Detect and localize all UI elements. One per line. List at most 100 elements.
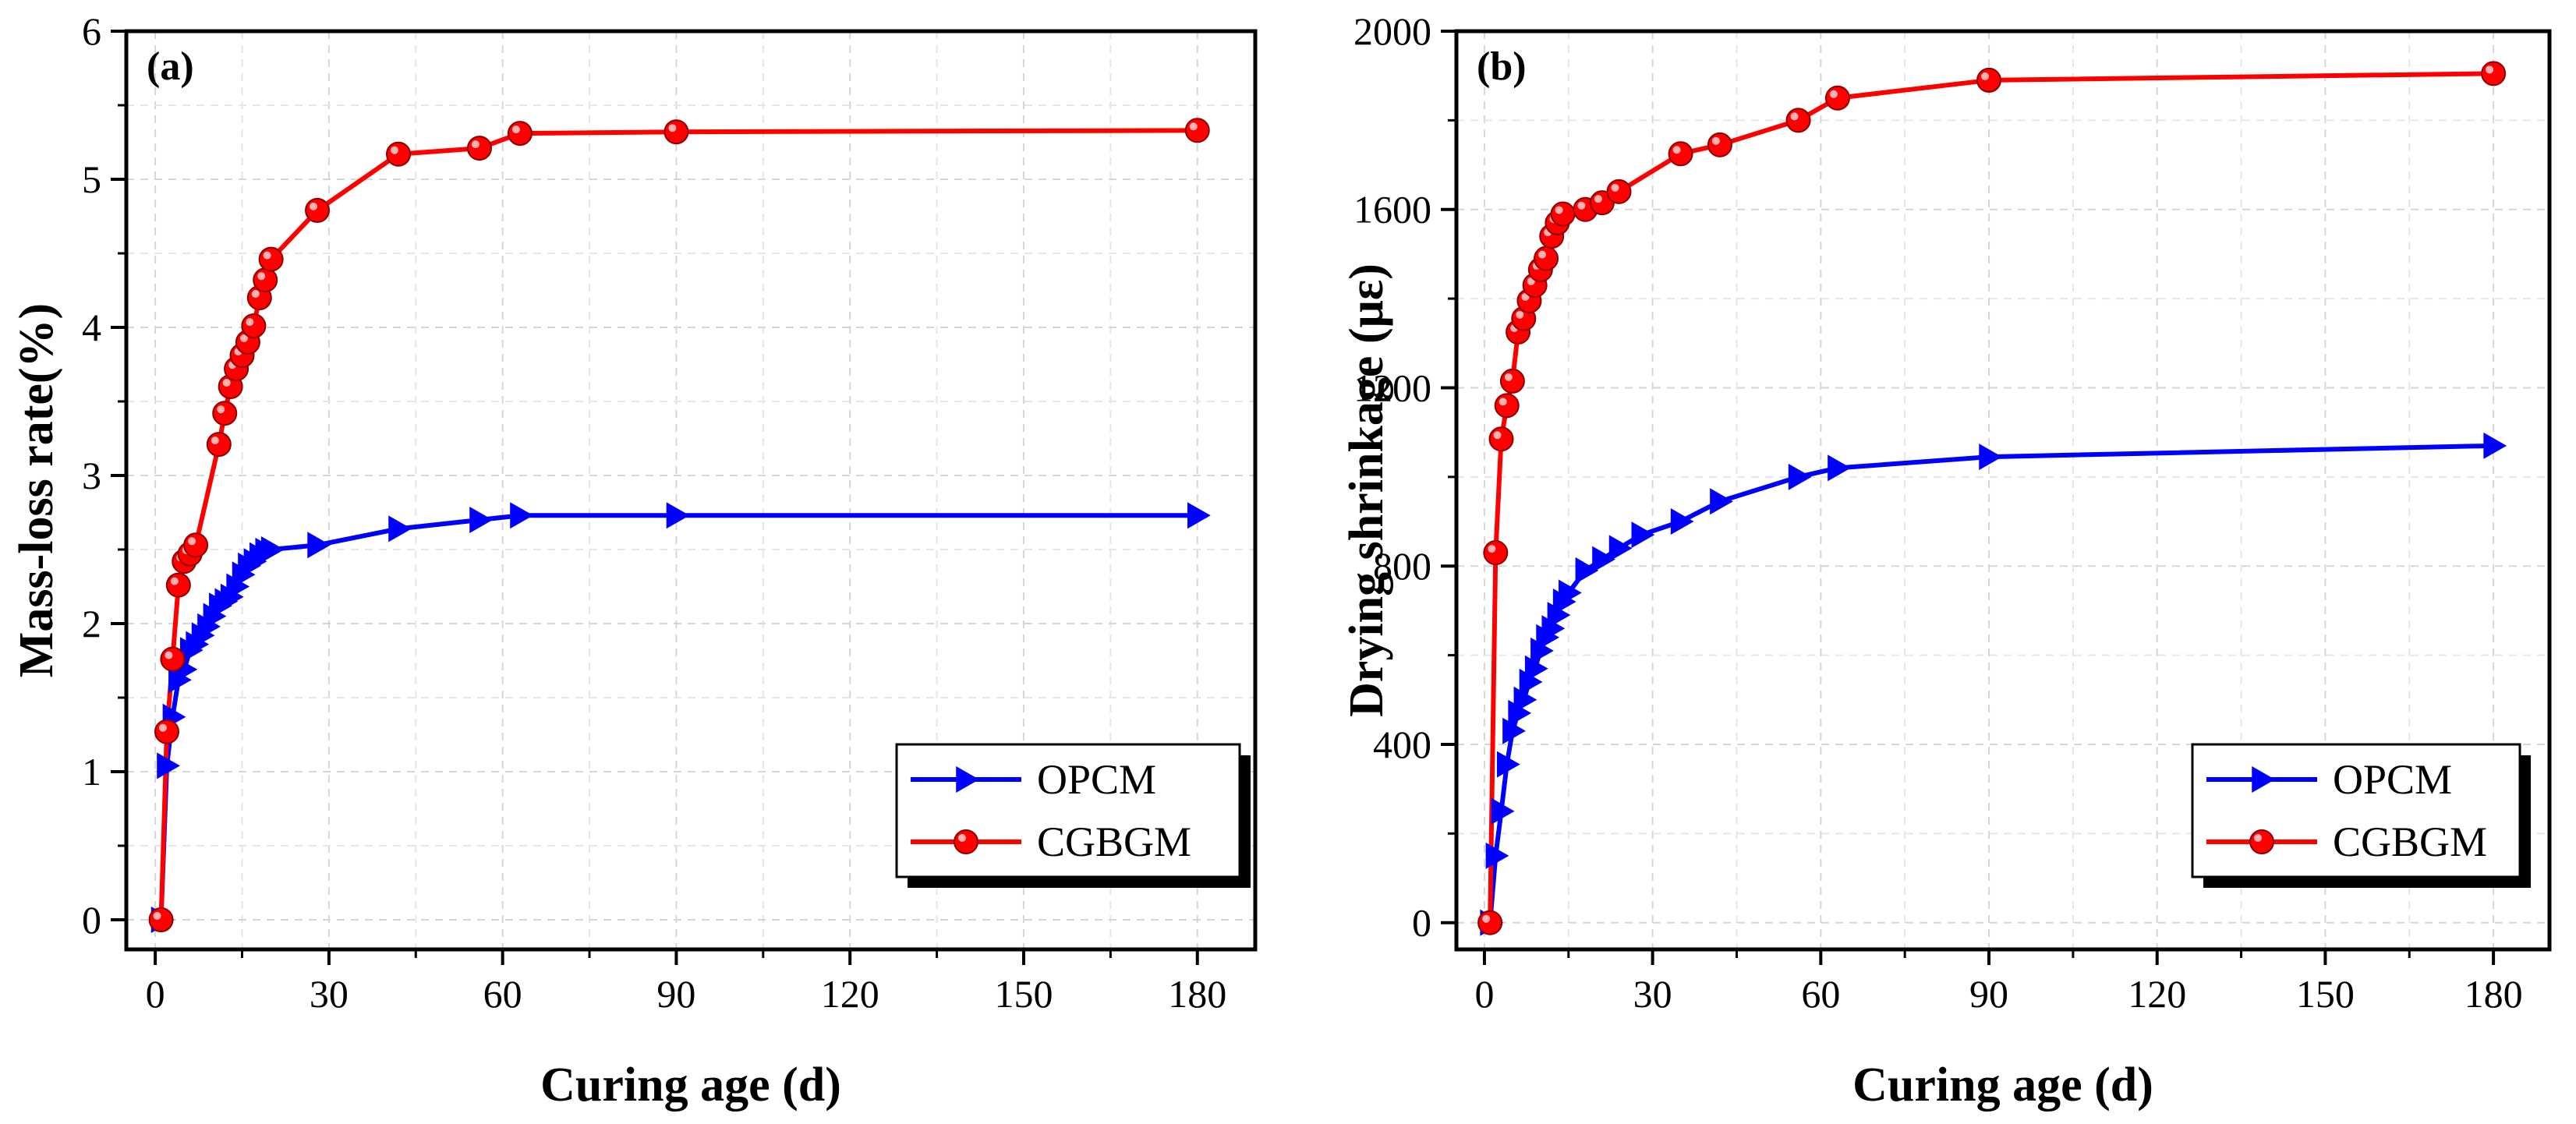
legend-b: OPCM CGBGM (2191, 743, 2531, 888)
data-point-opcm (1496, 751, 1520, 778)
data-point-cgbgm (154, 719, 179, 744)
legend-label-opcm-b: OPCM (2333, 756, 2452, 803)
data-point-cgbgm (253, 267, 278, 293)
x-tick-label: 120 (821, 972, 879, 1016)
panel-label-b: (b) (1477, 44, 1527, 89)
x-tick-label: 60 (483, 972, 522, 1016)
data-point-cgbgm (206, 432, 232, 458)
y-tick-label: 6 (82, 9, 101, 53)
data-point-opcm (666, 502, 690, 529)
x-tick-label: 180 (1168, 972, 1226, 1016)
data-point-opcm (510, 502, 533, 529)
data-point-cgbgm (148, 907, 174, 932)
x-axis-title-a: Curing age (d) (540, 1059, 841, 1112)
legend-label-opcm-a: OPCM (1037, 756, 1156, 803)
data-point-opcm (1979, 444, 2003, 471)
data-point-opcm (1710, 488, 1733, 515)
legend-marker-holder (2252, 766, 2275, 793)
data-point-cgbgm (183, 532, 209, 558)
y-tick-label: 3 (82, 454, 101, 497)
data-point-cgbgm (386, 141, 412, 167)
y-axis-title-b: Drying shrinkage (με) (1340, 263, 1393, 717)
y-tick-label: 0 (82, 898, 101, 942)
legend-box-a (895, 743, 1241, 878)
data-point-cgbgm (466, 136, 492, 161)
data-point-cgbgm (212, 401, 238, 426)
legend-label-cgbgm-b: CGBGM (2333, 818, 2487, 865)
panel-label-a: (a) (147, 44, 194, 89)
x-tick-label: 90 (656, 972, 695, 1016)
data-point-cgbgm (663, 119, 689, 145)
x-tick-label: 150 (994, 972, 1053, 1016)
legend-entry-cgbgm-a: CGBGM (911, 818, 1191, 865)
y-tick-label: 400 (1373, 723, 1431, 766)
plot-frame-a (124, 29, 1258, 952)
data-point-cgbgm (241, 313, 267, 339)
data-point-cgbgm (1534, 246, 1559, 271)
x-tick-label: 180 (2465, 972, 2523, 1016)
x-tick-label: 90 (1969, 972, 2008, 1016)
data-point-cgbgm (305, 197, 331, 223)
x-tick-label: 30 (1633, 972, 1672, 1016)
data-point-cgbgm (1707, 132, 1732, 157)
data-point-cgbgm (160, 646, 186, 672)
y-tick-label: 2000 (1353, 9, 1431, 53)
data-point-cgbgm (1550, 201, 1576, 227)
data-point-opcm (1187, 502, 1211, 529)
x-tick-label: 0 (1474, 972, 1494, 1016)
y-tick-label: 800 (1373, 544, 1431, 588)
data-point-cgbgm (165, 572, 191, 598)
legend-entry-cgbgm-b: CGBGM (2206, 818, 2487, 865)
legend-marker-holder (956, 766, 979, 793)
legend-marker-holder (954, 829, 978, 854)
x-tick-label: 0 (146, 972, 165, 1016)
data-point-cgbgm (1606, 178, 1632, 204)
data-point-opcm (1592, 546, 1615, 573)
data-point-cgbgm (1668, 141, 1693, 167)
y-tick-label: 0 (1412, 901, 1431, 945)
data-point-opcm (260, 536, 285, 563)
x-tick-label: 60 (1801, 972, 1840, 1016)
y-axis-title-a: Mass-loss rate(%) (10, 303, 63, 677)
data-point-opcm (307, 532, 331, 559)
x-axis-title-b: Curing age (d) (1852, 1059, 2153, 1112)
x-tick-label: 120 (2128, 972, 2186, 1016)
data-point-cgbgm (1976, 67, 2002, 93)
y-tick-label: 1600 (1353, 188, 1431, 232)
legend-a: OPCM CGBGM (895, 743, 1251, 888)
x-tick-label: 30 (310, 972, 349, 1016)
legend-marker-cgbgm (954, 829, 978, 854)
data-point-opcm (1788, 463, 1812, 490)
x-tick-label: 150 (2296, 972, 2355, 1016)
y-tick-label: 5 (82, 157, 101, 201)
data-point-opcm (469, 507, 493, 533)
y-tick-label: 2 (82, 602, 101, 645)
legend-label-cgbgm-a: CGBGM (1037, 818, 1191, 865)
data-point-cgbgm (2481, 61, 2507, 87)
data-point-opcm (1491, 797, 1515, 825)
legend-box-b (2191, 743, 2521, 878)
data-point-opcm (1631, 521, 1655, 549)
legend-marker-opcm (956, 766, 979, 793)
data-point-cgbgm (1184, 118, 1210, 143)
data-point-opcm (1575, 557, 1599, 584)
data-point-opcm (1608, 535, 1633, 562)
legend-entry-opcm-a: OPCM (911, 756, 1156, 803)
data-point-cgbgm (258, 246, 284, 272)
data-point-opcm (1670, 508, 1694, 535)
ticks-b: 0 30 60 90 120 150 180 0 400 800 1200 1600 2000 (1353, 9, 2523, 1016)
chart-panel-a: 0 30 60 90 120 150 180 0 1 2 3 4 5 6 (a) Curing age (… (10, 9, 1258, 1112)
legend-marker-cgbgm (2249, 829, 2274, 854)
ticks-a: 0 30 60 90 120 150 180 0 1 2 3 4 5 6 (82, 9, 1226, 1016)
data-point-cgbgm (1483, 540, 1509, 566)
data-point-cgbgm (1494, 393, 1520, 419)
data-point-cgbgm (1785, 108, 1811, 133)
y-tick-label: 4 (82, 306, 101, 349)
y-tick-label: 1 (82, 750, 101, 794)
y-tick-label: 1200 (1353, 366, 1431, 409)
data-point-cgbgm (1488, 426, 1514, 452)
data-point-opcm (157, 752, 180, 779)
data-point-opcm (1828, 454, 1851, 482)
